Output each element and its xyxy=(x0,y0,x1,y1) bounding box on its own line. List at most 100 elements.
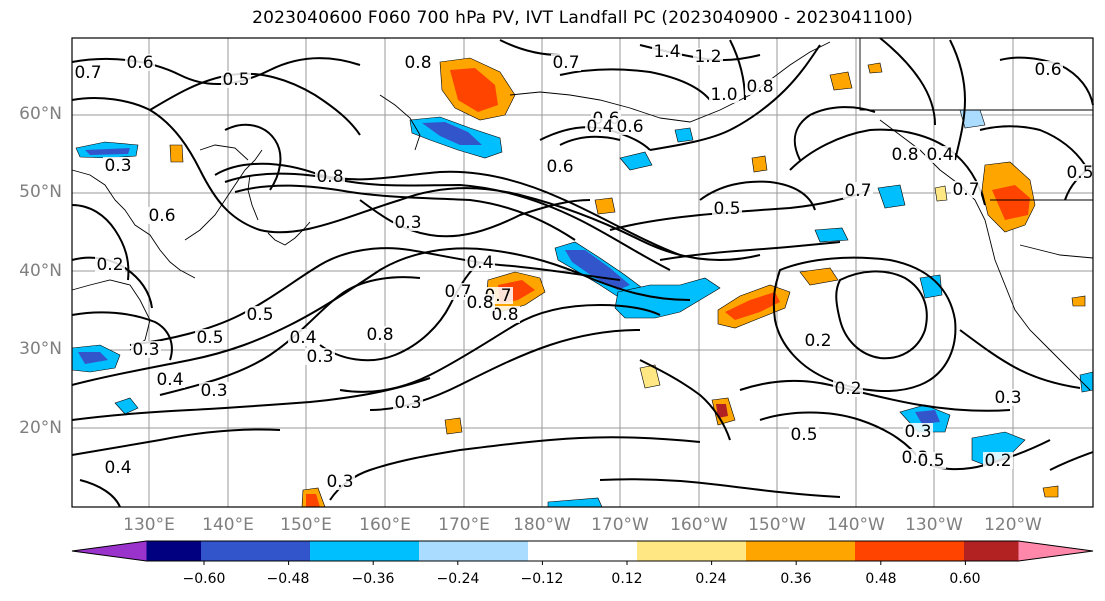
contour-label: 0.6 xyxy=(546,157,573,177)
pos-patch xyxy=(934,185,948,202)
pos-patch xyxy=(1042,485,1059,498)
pos-patch xyxy=(799,267,839,286)
contour-label: 0.6 xyxy=(616,117,643,137)
contour-label-bg xyxy=(103,157,133,174)
contour-label-bg xyxy=(199,382,229,399)
contour-label-bg xyxy=(393,214,423,231)
contour-label: 0.2 xyxy=(984,451,1011,471)
ivt-shading xyxy=(71,57,1094,508)
contour-label-bg xyxy=(693,48,723,65)
neg-patch xyxy=(114,397,139,415)
contour-label: 0.3 xyxy=(394,213,421,233)
contour-label-bg xyxy=(125,54,155,71)
contour-label-bg xyxy=(843,182,873,199)
colorbar-extend-high xyxy=(1018,541,1093,561)
contour-label: 0.3 xyxy=(104,156,131,176)
contour-label: 0.5 xyxy=(222,70,249,90)
contour-label-bg xyxy=(903,423,933,440)
colorbar xyxy=(71,540,1094,565)
contour-label-bg xyxy=(325,473,355,490)
pos-patch xyxy=(716,404,728,418)
pos-patch xyxy=(1071,295,1086,307)
contour-label-bg xyxy=(365,326,395,343)
colorbar-tick-label: −0.24 xyxy=(436,571,480,587)
neg-patch xyxy=(422,122,482,145)
contour-label-bg xyxy=(147,207,177,224)
contour-label-bg xyxy=(465,254,495,271)
contour-label: 0.7 xyxy=(74,63,101,83)
pos-patch xyxy=(169,144,184,163)
contour-label-bg xyxy=(305,348,335,365)
contour-label-bg xyxy=(983,452,1013,469)
lon-label-150w: 150°W xyxy=(748,515,806,535)
neg-patch xyxy=(78,352,108,364)
lon-label-170e: 170°E xyxy=(438,515,490,535)
contour-label-bg xyxy=(551,54,581,71)
colorbar-tick-label: 0.36 xyxy=(780,571,812,587)
contour-label: 0.8 xyxy=(746,77,773,97)
contour-label: 0.6 xyxy=(148,206,175,226)
neg-patch xyxy=(877,184,906,209)
pos-patch xyxy=(450,68,498,112)
colorbar-tick-label: −0.48 xyxy=(266,571,310,587)
contour-label: 0.5 xyxy=(1066,163,1093,183)
contour-label: 0.8 xyxy=(404,53,431,73)
pos-patch xyxy=(306,494,320,507)
contour-label-bg xyxy=(131,341,161,358)
colorbar-tick-label: 0.12 xyxy=(611,571,643,587)
contour-label-bg xyxy=(103,459,133,476)
contour-label: 0.8 xyxy=(891,145,918,165)
contour-label: 0.2 xyxy=(834,379,861,399)
neg-patch xyxy=(915,410,940,424)
contour-label: 0.5 xyxy=(246,305,273,325)
contour-label: 1.2 xyxy=(694,47,721,67)
map-frame xyxy=(71,37,1094,508)
neg-patch xyxy=(619,151,653,171)
colorbar-outline xyxy=(71,540,1094,562)
contour-label-bg xyxy=(890,146,920,163)
contour-label-bg xyxy=(155,371,185,388)
colorbar-tick-label: 0.48 xyxy=(865,571,897,587)
contour-label: 0.7 xyxy=(552,53,579,73)
contour-label-bg xyxy=(789,426,819,443)
lon-label-120w: 120°W xyxy=(984,515,1042,535)
contour-label-bg xyxy=(465,294,495,311)
contour-label: 0.3 xyxy=(306,347,333,367)
contour-label-bg xyxy=(490,306,520,323)
contour-label: 0.8 xyxy=(491,305,518,325)
pos-patch xyxy=(444,417,463,435)
contour-label: 0.7 xyxy=(844,181,871,201)
contour-label: 0.4 xyxy=(926,145,953,165)
contour-label: 0.4 xyxy=(156,370,183,390)
pv-contours xyxy=(71,37,1094,508)
colorbar-segment xyxy=(746,541,855,561)
colorbar-segment xyxy=(201,541,310,561)
lon-label-140e: 140°E xyxy=(202,515,254,535)
pos-patch xyxy=(992,185,1030,220)
lat-label-20n: 20°N xyxy=(19,418,62,438)
contour-label-bg xyxy=(288,329,318,346)
contour-label: 1.0 xyxy=(710,85,737,105)
contour-label-bg xyxy=(745,78,775,95)
pos-patch xyxy=(829,71,853,91)
contour-label-bg xyxy=(712,200,742,217)
lon-label-130e: 130°E xyxy=(123,515,175,535)
contour-label: 0.4 xyxy=(586,117,613,137)
neg-patch xyxy=(919,274,943,299)
contour-label: 0.5 xyxy=(713,199,740,219)
contour-label-bg xyxy=(709,86,739,103)
contour-label: 0.7 xyxy=(444,282,471,302)
contour-label-bg xyxy=(925,146,955,163)
contour-labels: 0.70.60.50.81.41.20.70.61.00.80.60.60.70… xyxy=(73,42,1095,492)
contour-label-bg xyxy=(916,452,946,469)
contour-label-bg xyxy=(951,181,981,198)
contour-label-bg xyxy=(585,118,615,135)
contour-label: 0.2 xyxy=(804,331,831,351)
colorbar-tick-label: 0.60 xyxy=(949,571,981,587)
neg-patch xyxy=(85,148,130,155)
colorbar-segment xyxy=(528,541,637,561)
neg-patch xyxy=(674,127,694,143)
lon-label-140w: 140°W xyxy=(827,515,885,535)
contour-label: 0.7 xyxy=(952,180,979,200)
